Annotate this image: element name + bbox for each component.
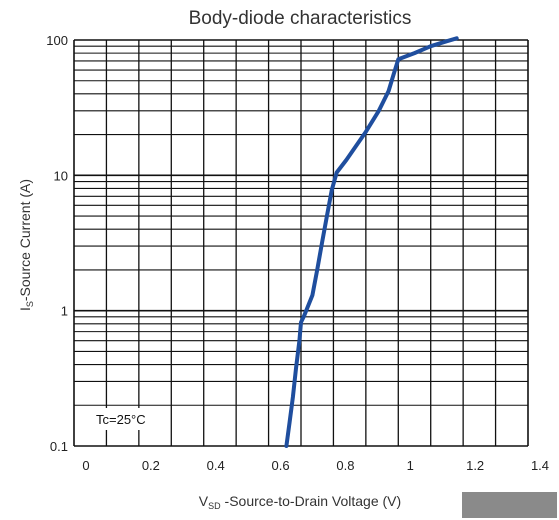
x-tick-label: 0.6 [272,458,290,473]
y-tick-label: 10 [54,168,68,183]
x-tick-label: 0.4 [207,458,225,473]
temperature-annotation: Tc=25°C [96,412,146,427]
chart-title: Body-diode characteristics [189,8,412,29]
x-tick-label: 1 [407,458,414,473]
plot-grid [73,39,529,447]
x-tick-label: 0.8 [336,458,354,473]
x-tick-label: 0.2 [142,458,160,473]
series-layer [284,36,459,448]
tick-labels: 0 0.2 0.4 0.6 0.8 1 1.2 1.4 0.1 1 10 100 [46,33,549,473]
y-axis-label-rest: -Source Current (A) [17,179,33,301]
y-axis-label-sub: S [25,301,35,307]
x-tick-label: 1.2 [466,458,484,473]
watermark-overlay [462,492,557,518]
y-tick-label: 100 [46,33,68,48]
y-tick-label: 1 [61,304,68,319]
x-axis-label-sub: SD [208,501,221,511]
annotation-background [92,408,168,430]
x-tick-label: 1.4 [531,458,549,473]
x-axis-label-prefix: V [199,493,209,509]
y-axis-label-prefix: I [17,307,33,311]
series-line [284,36,459,448]
x-axis-label-rest: -Source-to-Drain Voltage (V) [221,493,402,509]
y-tick-label: 0.1 [50,439,68,454]
y-axis-label: IS-Source Current (A) [17,179,35,311]
x-tick-label: 0 [82,458,89,473]
x-axis-label: VSD -Source-to-Drain Voltage (V) [199,493,401,511]
